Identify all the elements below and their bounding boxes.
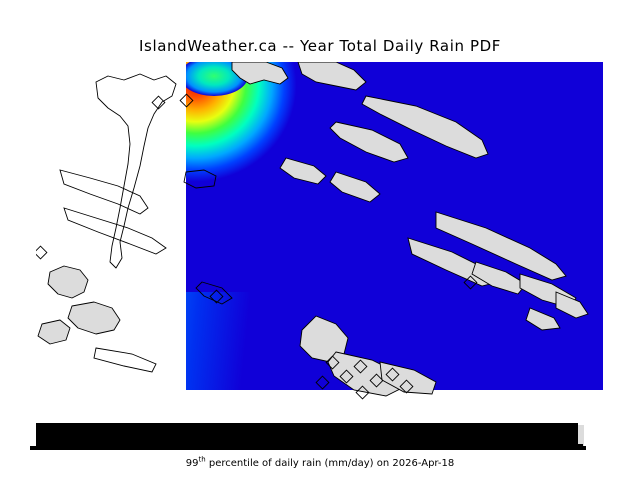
colorbar-overflow-cap [578, 425, 584, 446]
colorbar[interactable] [36, 423, 584, 446]
caption-percentile-suffix: th [198, 455, 206, 464]
caption-text: percentile of daily rain (mm/day) on 202… [205, 458, 455, 469]
colorbar-right-tick [576, 444, 583, 447]
map-south-blank-area [36, 390, 603, 408]
colorbar-baseline [30, 446, 586, 450]
map-panel[interactable] [36, 62, 603, 408]
caption-percentile-number: 99 [185, 458, 199, 469]
colorbar-caption: 99th percentile of daily rain (mm/day) o… [0, 455, 640, 469]
coastline-overlay [36, 62, 603, 408]
page-title: IslandWeather.ca -- Year Total Daily Rai… [139, 37, 501, 55]
colorbar-gradient [36, 423, 578, 446]
